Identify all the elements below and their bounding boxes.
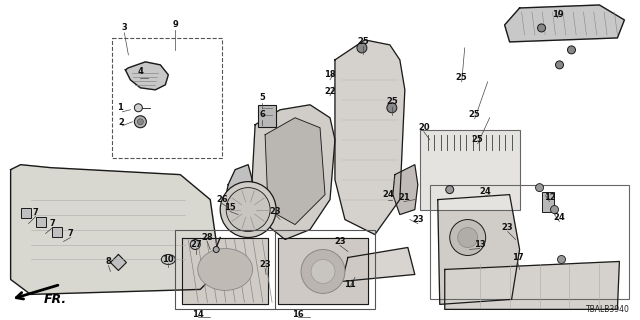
Polygon shape [111,254,126,270]
Text: 7: 7 [68,229,74,238]
Text: 7: 7 [50,219,56,228]
Text: 17: 17 [512,253,524,262]
Circle shape [557,255,566,263]
Text: 24: 24 [480,187,492,196]
Polygon shape [393,165,418,215]
Text: 7: 7 [33,208,38,217]
Text: 25: 25 [456,73,468,82]
Text: 13: 13 [474,240,486,249]
Text: 9: 9 [172,20,178,29]
Text: 8: 8 [106,257,111,266]
Bar [113,38,222,158]
Bar [420,130,520,210]
Bar [258,105,276,127]
Polygon shape [225,165,252,225]
Text: 19: 19 [552,11,563,20]
Text: 27: 27 [191,240,202,249]
Circle shape [134,116,147,128]
Text: 16: 16 [292,310,304,319]
Ellipse shape [198,249,253,291]
Text: FR.: FR. [44,293,67,306]
Text: 6: 6 [259,110,265,119]
Text: 18: 18 [324,70,336,79]
Circle shape [445,186,454,194]
Polygon shape [265,118,325,225]
Text: 25: 25 [472,135,484,144]
Polygon shape [335,40,405,235]
Text: 26: 26 [216,195,228,204]
Circle shape [550,205,559,213]
Text: 1: 1 [118,103,124,112]
Text: 14: 14 [193,310,204,319]
Text: 25: 25 [357,37,369,46]
Circle shape [311,260,335,284]
Text: 10: 10 [163,255,174,264]
Circle shape [538,24,545,32]
Circle shape [301,250,345,293]
Text: 4: 4 [138,67,143,76]
Text: 3: 3 [122,23,127,32]
Text: 21: 21 [398,193,410,202]
Circle shape [213,246,220,252]
Polygon shape [342,247,415,281]
Circle shape [568,46,575,54]
Bar [430,185,629,300]
Text: 11: 11 [344,280,356,289]
Text: 12: 12 [543,193,556,202]
Text: 28: 28 [202,233,213,242]
Text: 24: 24 [382,190,394,199]
Circle shape [226,188,270,232]
Text: 15: 15 [224,203,236,212]
Bar [20,208,31,218]
Text: 25: 25 [469,110,481,119]
Circle shape [357,43,367,53]
Text: TBALB3940: TBALB3940 [586,305,629,314]
Text: 25: 25 [386,97,397,106]
Bar [541,192,554,212]
Text: 24: 24 [554,213,565,222]
Circle shape [190,239,200,250]
Polygon shape [438,195,520,304]
Polygon shape [278,237,368,304]
Circle shape [458,228,477,247]
Circle shape [387,103,397,113]
Polygon shape [125,62,168,90]
Text: 23: 23 [334,237,346,246]
Polygon shape [11,165,220,294]
Circle shape [536,184,543,192]
Bar [36,217,45,227]
Text: 23: 23 [502,223,513,232]
Text: 5: 5 [259,93,265,102]
Polygon shape [445,261,620,309]
Bar [175,229,375,309]
Text: 2: 2 [118,118,124,127]
Circle shape [556,61,563,69]
Text: 22: 22 [324,87,336,96]
Polygon shape [252,105,335,239]
Bar [52,227,61,236]
Polygon shape [182,237,268,304]
Text: 23: 23 [259,260,271,269]
Circle shape [134,104,142,112]
Polygon shape [504,5,625,42]
Text: 23: 23 [412,215,424,224]
Circle shape [450,220,486,255]
Circle shape [220,182,276,237]
Text: 23: 23 [269,207,281,216]
Text: 20: 20 [418,123,429,132]
Ellipse shape [161,254,175,264]
Circle shape [138,119,143,125]
